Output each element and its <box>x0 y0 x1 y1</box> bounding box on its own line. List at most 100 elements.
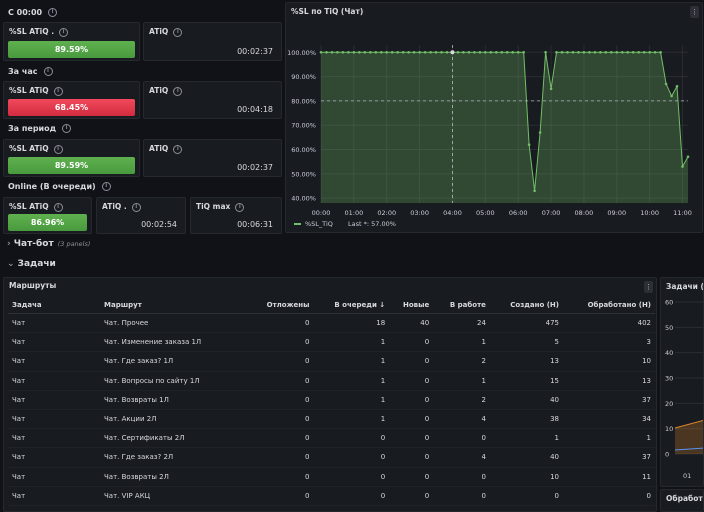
column-header[interactable]: Создано (Н) <box>489 296 563 314</box>
info-icon[interactable]: i <box>53 202 63 212</box>
kebab-menu-icon[interactable]: ⋮ <box>644 281 653 293</box>
table-cell: 0 <box>248 409 314 430</box>
atiq-value: 00:02:37 <box>237 47 273 56</box>
table-cell: Чат. Где заказ? 1Л <box>100 351 248 372</box>
table-cell: 13 <box>489 351 563 372</box>
processing-panel[interactable]: Обработка <box>660 489 704 512</box>
stat-panel-online-atiq[interactable]: ATiQ .i 00:02:54 <box>96 197 186 234</box>
table-cell: Чат <box>8 467 100 487</box>
panel-title: Обработка <box>666 494 703 503</box>
routes-table-panel[interactable]: Маршруты ⋮ Задача Маршрут Отложены В оче… <box>3 277 657 512</box>
stat-panel-c0000-sl[interactable]: %SL ATiQ .i 89.59% <box>3 22 140 61</box>
stat-panel-online-tiq-max[interactable]: TiQ max i 00:06:31 <box>190 197 282 234</box>
column-header[interactable]: Новые <box>389 296 434 314</box>
atiq-value: 00:04:18 <box>237 105 273 114</box>
sort-down-icon: ↓ <box>379 300 386 309</box>
table-cell: 0 <box>248 486 314 506</box>
info-icon[interactable]: i <box>53 86 63 96</box>
data-point <box>642 51 646 54</box>
table-cell: 1 <box>489 428 563 449</box>
y-tick-label: 10 <box>665 425 673 433</box>
info-icon[interactable]: i <box>59 27 69 37</box>
table-cell: 402 <box>562 313 655 334</box>
data-point <box>566 51 569 54</box>
data-point <box>319 51 323 54</box>
table-row[interactable]: Чат Чат. Возвраты 2Л 0 0 0 0 10 11 <box>8 467 655 487</box>
info-icon[interactable]: i <box>62 124 72 133</box>
y-tick-label: 30 <box>665 375 673 383</box>
table-cell: 40 <box>489 447 563 468</box>
info-icon[interactable]: i <box>101 182 111 191</box>
table-row[interactable]: Чат Чат. Прочее 0 18 40 24 475 402 <box>8 313 655 334</box>
row-tasks[interactable]: ⌄ Задачи <box>7 259 56 269</box>
data-point <box>484 51 487 54</box>
table-row[interactable]: Чат Чат. Вопросы по сайту 1Л 0 1 0 1 15 13 <box>8 371 655 391</box>
stat-panel-period-sl[interactable]: %SL ATiQ i 89.59% <box>3 139 140 177</box>
column-header[interactable]: Отложены <box>248 296 314 314</box>
column-header[interactable]: Маршрут <box>100 296 248 314</box>
table-row[interactable]: Чат Чат. Акции 2Л 0 1 0 4 38 34 <box>8 409 655 430</box>
info-icon[interactable]: i <box>173 144 183 154</box>
tasks-chart-panel[interactable]: Задачи (Ча 60 50 40 30 20 10 0 01 <box>660 277 704 487</box>
data-point <box>631 51 635 54</box>
column-header[interactable]: Обработано (Н) <box>562 296 655 314</box>
data-point <box>637 51 640 54</box>
table-row[interactable]: Чат Чат. Изменение заказа 1Л 0 1 0 1 5 3 <box>8 332 655 353</box>
data-point <box>462 51 465 54</box>
table-row[interactable]: Чат Чат. VIP АКЦ 0 0 0 0 0 0 <box>8 486 655 506</box>
table-cell: 38 <box>489 409 563 430</box>
data-point <box>495 51 498 54</box>
info-icon[interactable]: i <box>43 67 53 76</box>
table-row[interactable]: Чат Чат. Возвраты 1Л 0 1 0 2 40 37 <box>8 390 655 410</box>
table-cell: 11 <box>562 467 655 487</box>
data-point <box>599 51 602 54</box>
y-tick-label: 40.00% <box>291 195 316 203</box>
column-header[interactable]: В работе <box>433 296 490 314</box>
table-cell: Чат <box>8 313 100 334</box>
table-cell: Чат. Прочее <box>100 313 248 334</box>
legend-last-value: Last *: 57.00% <box>348 220 396 228</box>
data-point <box>445 51 449 54</box>
legend-series-name: %SL_TiQ <box>305 220 333 228</box>
x-tick-label: 02:00 <box>377 209 396 217</box>
table-cell: 0 <box>313 447 390 468</box>
table-cell: 4 <box>433 409 490 430</box>
stat-panel-c0000-atiq[interactable]: ATiQ i 00:02:37 <box>143 22 282 61</box>
panel-title: %SL ATiQ i <box>9 144 63 154</box>
data-point <box>675 85 679 88</box>
kebab-menu-icon[interactable]: ⋮ <box>690 6 699 18</box>
sl-value-bar: 89.59% <box>8 157 135 174</box>
sl-tiq-chart-panel[interactable]: %SL по TiQ (Чат) ⋮ 100.00% 90.00% 80.00% 70… <box>285 2 703 233</box>
stat-panel-period-atiq[interactable]: ATiQ i 00:02:37 <box>143 139 282 177</box>
info-icon[interactable]: i <box>48 8 58 17</box>
row-panel-count: (3 panels) <box>57 240 91 248</box>
info-icon[interactable]: i <box>235 202 245 212</box>
row-chatbot[interactable]: › Чат-бот (3 panels) <box>7 239 91 249</box>
table-cell: Чат <box>8 409 100 430</box>
table-row[interactable]: Чат Чат. Где заказ? 2Л 0 0 0 4 40 37 <box>8 447 655 468</box>
info-icon[interactable]: i <box>131 202 141 212</box>
table-cell: 1 <box>313 409 390 430</box>
stat-panel-hour-sl[interactable]: %SL ATiQ i 68.45% <box>3 81 140 119</box>
sl-tiq-chart[interactable]: 100.00% 90.00% 80.00% 70.00% 60.00% 50.00% 40.… <box>286 3 704 234</box>
tasks-chart: 60 50 40 30 20 10 0 01 <box>665 299 703 480</box>
info-icon[interactable]: i <box>53 144 63 154</box>
column-header-sorted[interactable]: В очереди ↓ <box>313 296 390 314</box>
table-cell: 5 <box>489 332 563 353</box>
data-point <box>423 51 427 54</box>
data-point <box>610 51 613 54</box>
stat-panel-hour-atiq[interactable]: ATiQ i 00:04:18 <box>143 81 282 119</box>
table-row[interactable]: Чат Чат. Где заказ? 1Л 0 1 0 2 13 10 <box>8 351 655 372</box>
table-cell: 2 <box>433 351 490 372</box>
table-cell: Чат. VIP АКЦ <box>100 486 248 506</box>
table-row[interactable]: Чат Чат. Сертификаты 2Л 0 0 0 0 1 1 <box>8 428 655 449</box>
table-cell: 0 <box>389 486 434 506</box>
stat-panel-online-sl[interactable]: %SL ATiQ i 86.96% <box>3 197 92 234</box>
table-cell: Чат. Вопросы по сайту 1Л <box>100 371 248 391</box>
info-icon[interactable]: i <box>173 27 183 37</box>
info-icon[interactable]: i <box>173 86 183 96</box>
data-point <box>686 155 690 159</box>
section-header-period: За период i <box>8 124 72 133</box>
table-cell: Чат. Акции 2Л <box>100 409 248 430</box>
column-header[interactable]: Задача <box>8 296 100 314</box>
